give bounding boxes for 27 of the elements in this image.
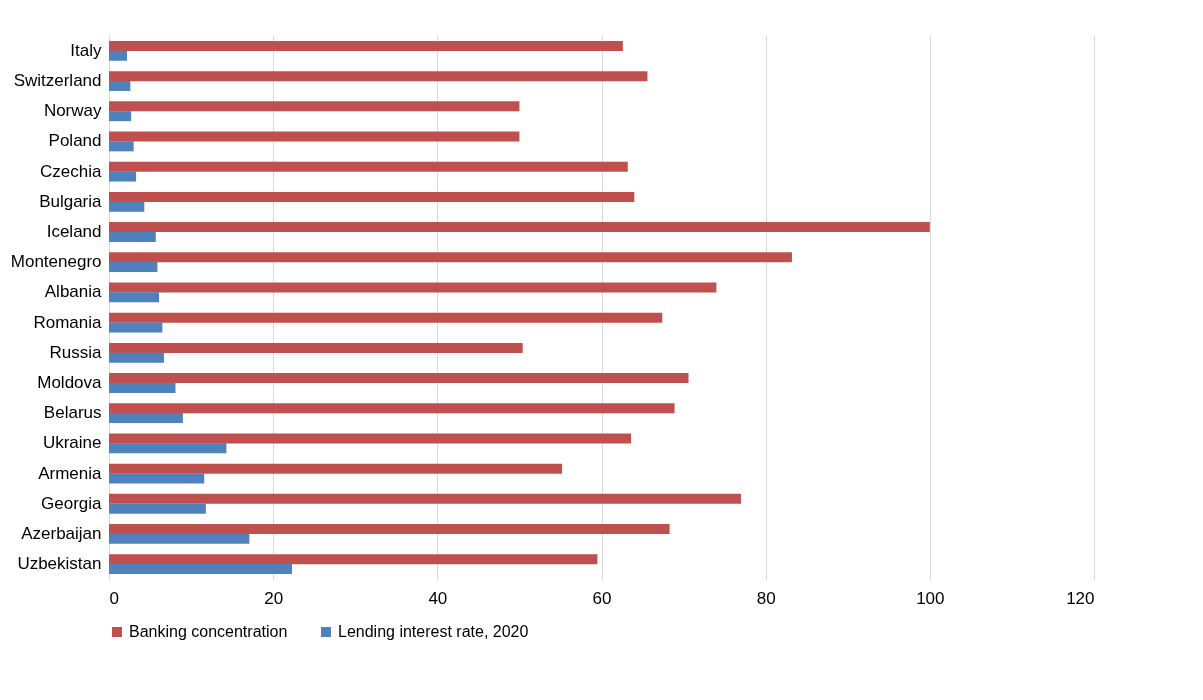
y-tick-label: Iceland <box>46 222 102 242</box>
legend-label: Banking concentration <box>129 623 288 640</box>
legend-label: Lending interest rate, 2020 <box>338 623 529 640</box>
y-tick-label: Belarus <box>43 403 102 423</box>
y-tick-label: Azerbaijan <box>21 523 102 543</box>
x-tick-label: 60 <box>592 588 612 608</box>
y-tick-label: Albania <box>44 282 103 302</box>
x-tick-label: 80 <box>756 588 776 608</box>
y-tick-label: Moldova <box>37 372 103 392</box>
y-tick-label: Norway <box>43 101 102 121</box>
x-tick-label: 40 <box>428 588 448 608</box>
y-tick-label: Russia <box>49 342 103 362</box>
y-tick-label: Italy <box>70 40 102 60</box>
y-tick-label: Switzerland <box>13 71 102 91</box>
y-tick-label: Czechia <box>40 161 103 181</box>
y-tick-label: Bulgaria <box>39 191 103 211</box>
x-tick-label: 20 <box>264 588 284 608</box>
y-tick-label: Armenia <box>38 463 103 483</box>
y-tick-label: Uzbekistan <box>17 554 102 574</box>
y-tick-label: Romania <box>33 312 103 332</box>
y-tick-label: Georgia <box>41 493 103 513</box>
x-tick-label: 0 <box>109 588 119 608</box>
y-tick-label: Montenegro <box>10 252 102 272</box>
y-tick-label: Ukraine <box>42 433 102 453</box>
y-tick-label: Poland <box>48 131 102 151</box>
x-tick-label: 120 <box>1066 588 1095 608</box>
x-tick-label: 100 <box>916 588 945 608</box>
